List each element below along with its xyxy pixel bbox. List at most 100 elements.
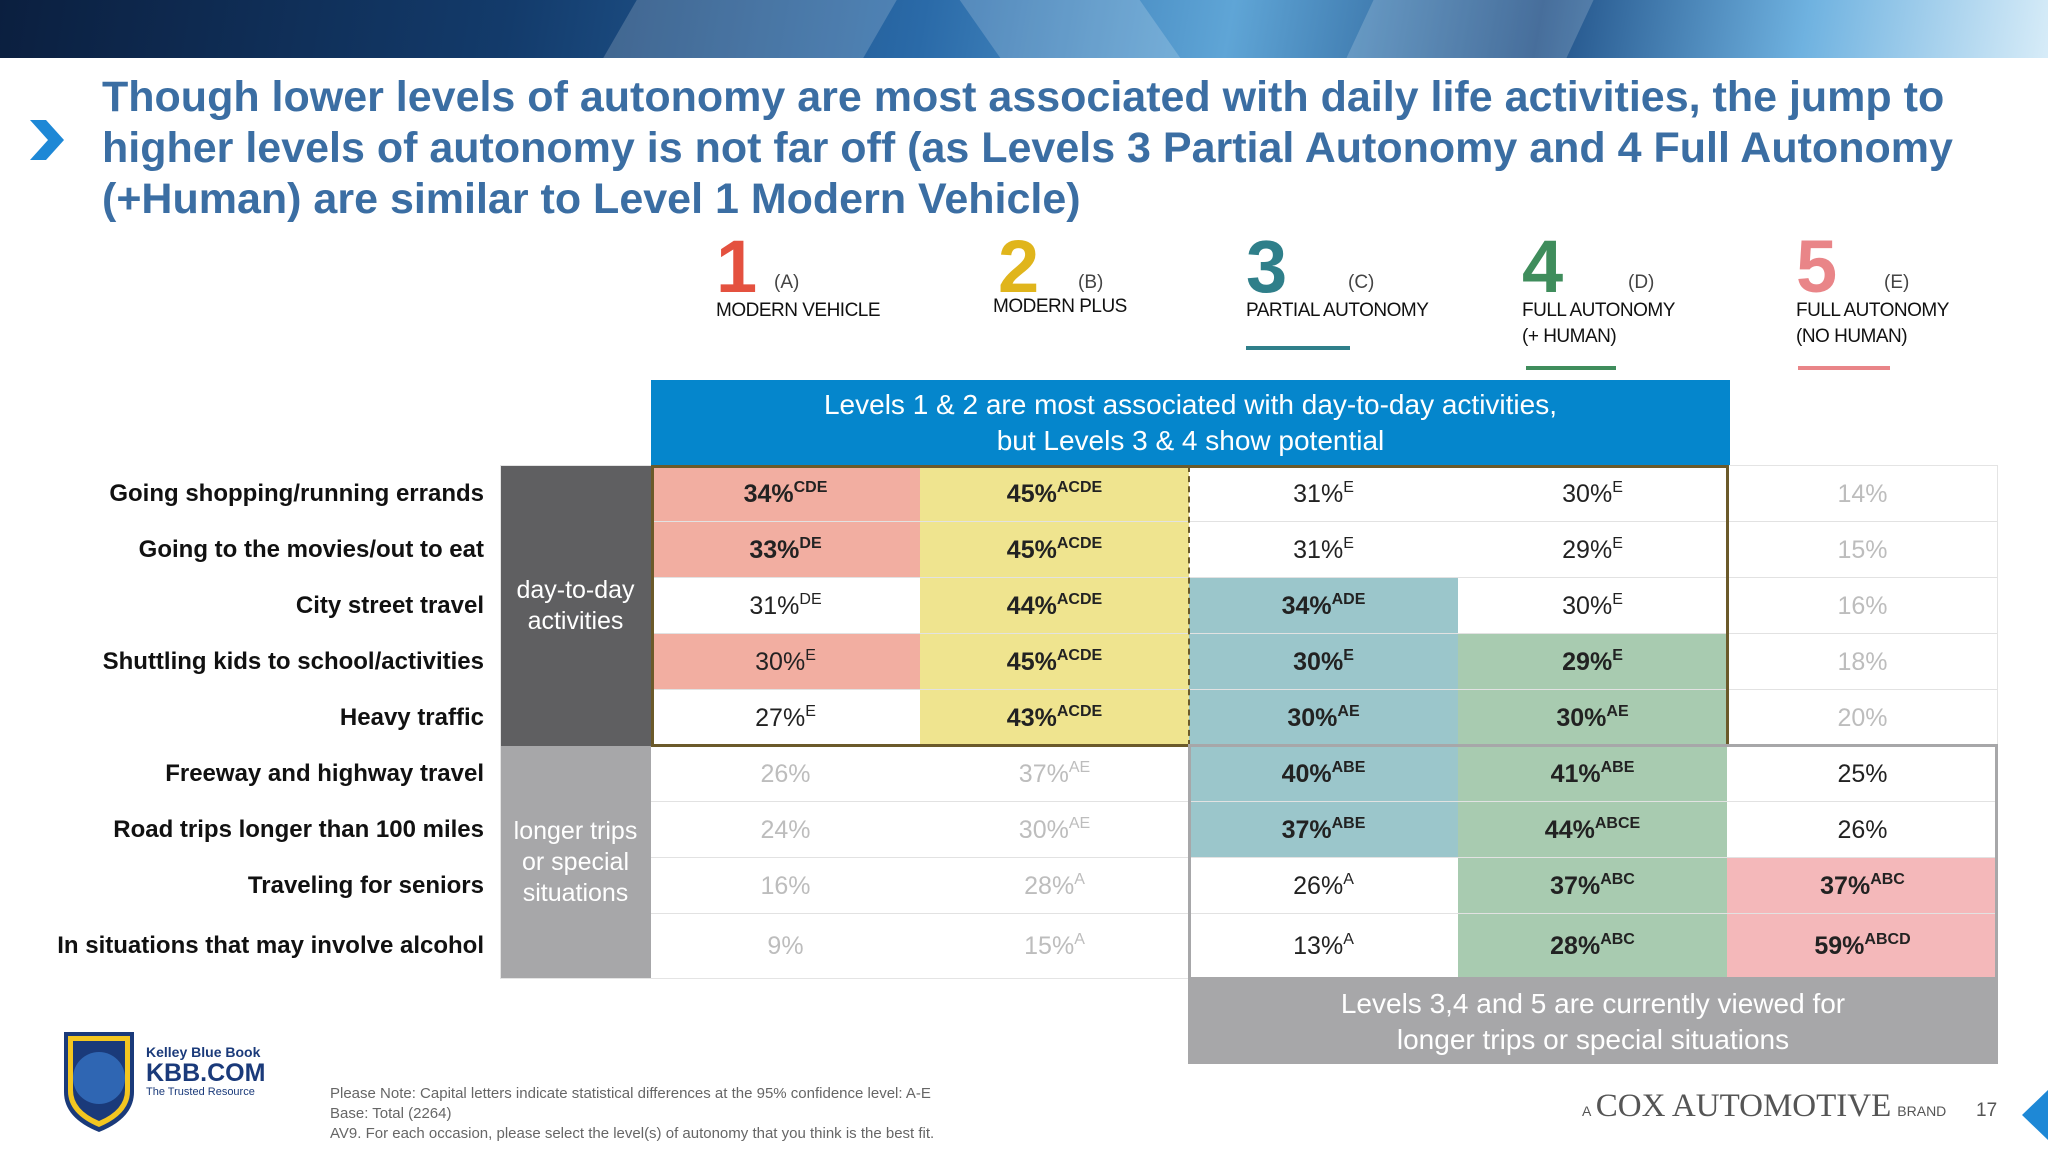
cell-significance: AE	[1337, 703, 1360, 720]
level-name: PARTIAL AUTONOMY	[1246, 300, 1429, 321]
table-cell: 13% A	[1189, 914, 1458, 978]
cell-significance: ABC	[1600, 931, 1635, 948]
cell-value: 30%	[1018, 815, 1069, 844]
table-cell: 16%	[1727, 578, 1998, 634]
kbb-brand-text: Kelley Blue Book KBB.COM The Trusted Res…	[146, 1044, 265, 1098]
cell-significance: DE	[799, 535, 822, 552]
cell-significance: ACDE	[1056, 647, 1103, 664]
cell-value: 37%	[1018, 759, 1069, 788]
cell-significance: E	[805, 647, 816, 664]
level-number: 4	[1522, 225, 1564, 308]
table-cell: 41% ABE	[1458, 746, 1727, 802]
row-label: Going to the movies/out to eat	[138, 536, 484, 563]
cell-significance: E	[1612, 535, 1623, 552]
level-underline	[1798, 366, 1890, 370]
level-number: 3	[1246, 225, 1288, 308]
row-label: Heavy traffic	[339, 704, 484, 731]
cell-significance: AE	[1606, 703, 1629, 720]
cell-value: 16%	[1837, 591, 1888, 620]
row-divider	[651, 577, 1998, 578]
kbb-url: KBB.COM	[146, 1059, 266, 1087]
table-cell: 33% DE	[651, 522, 920, 578]
cell-value: 41%	[1550, 759, 1601, 788]
cell-significance: E	[805, 703, 816, 720]
table-cell: 31% DE	[651, 578, 920, 634]
cell-significance: E	[1612, 591, 1623, 608]
cell-value: 24%	[760, 815, 811, 844]
table-cell: 44% ABCE	[1458, 802, 1727, 858]
cell-significance: E	[1343, 535, 1354, 552]
table-cell: 18%	[1727, 634, 1998, 690]
table-cell: 27% E	[651, 690, 920, 746]
table-cell: 30% E	[1189, 634, 1458, 690]
cell-value: 45%	[1006, 479, 1057, 508]
table-cell: 40% ABE	[1189, 746, 1458, 802]
cell-value: 25%	[1837, 759, 1888, 788]
cell-value: 15%	[1837, 535, 1888, 564]
table-cell: 30% E	[1458, 578, 1727, 634]
cell-value: 18%	[1837, 647, 1888, 676]
table-cell: 24%	[651, 802, 920, 858]
level-letter: (E)	[1884, 272, 1910, 293]
dashed-divider	[1188, 466, 1190, 746]
table-cell: 45% ACDE	[920, 466, 1189, 522]
table-cell: 25%	[1727, 746, 1998, 802]
table-cell: 34% CDE	[651, 466, 920, 522]
table-cell: 44% ACDE	[920, 578, 1189, 634]
chevron-right-icon	[30, 120, 64, 160]
cell-value: 27%	[755, 703, 806, 732]
cell-value: 31%	[1293, 479, 1344, 508]
table-cell: 14%	[1727, 466, 1998, 522]
cell-significance: CDE	[793, 479, 828, 496]
level-underline	[1526, 366, 1616, 370]
table-cell: 9%	[651, 914, 920, 978]
table-cell: 37% AE	[920, 746, 1189, 802]
day-to-day-highlight-box	[651, 465, 1729, 747]
row-divider	[651, 689, 1998, 690]
cell-value: 28%	[1024, 871, 1075, 900]
row-label: City street travel	[295, 592, 484, 619]
table-cell: 30% AE	[920, 802, 1189, 858]
row-label: Traveling for seniors	[247, 872, 484, 899]
cell-value: 26%	[1837, 815, 1888, 844]
cell-significance: E	[1343, 647, 1354, 664]
level-letter: (B)	[1078, 272, 1104, 293]
cell-significance: ABCD	[1864, 931, 1911, 948]
cell-significance: A	[1074, 871, 1085, 888]
cell-value: 14%	[1837, 479, 1888, 508]
longer-trips-banner-text: Levels 3,4 and 5 are currently viewed fo…	[1340, 988, 1846, 1055]
level-number: 1	[716, 225, 758, 308]
cell-value: 34%	[743, 479, 794, 508]
row-label: Freeway and highway travel	[165, 760, 484, 787]
table-cell: 16%	[651, 858, 920, 914]
cell-value: 45%	[1006, 535, 1057, 564]
cell-value: 28%	[1550, 931, 1601, 960]
cell-value: 37%	[1550, 871, 1601, 900]
cell-value: 9%	[767, 931, 804, 960]
cell-value: 13%	[1293, 931, 1344, 960]
kbb-badge-logo	[64, 1032, 134, 1132]
page-title: Though lower levels of autonomy are most…	[102, 73, 1953, 223]
cell-value: 29%	[1562, 535, 1613, 564]
cell-value: 15%	[1024, 931, 1075, 960]
row-divider	[651, 857, 1998, 858]
cell-value: 30%	[1562, 479, 1613, 508]
table-cell: 30% AE	[1458, 690, 1727, 746]
cell-value: 43%	[1006, 703, 1057, 732]
cox-name: COX AUTOMOTIVE	[1595, 1088, 1892, 1124]
longer-trips-banner: Levels 3,4 and 5 are currently viewed fo…	[1188, 980, 1998, 1064]
day-to-day-banner: Levels 1 & 2 are most associated with da…	[651, 380, 1730, 466]
cell-significance: ABC	[1870, 871, 1905, 888]
row-label: Road trips longer than 100 miles	[113, 816, 484, 843]
day-to-day-banner-text: Levels 1 & 2 are most associated with da…	[823, 389, 1557, 456]
cell-value: 30%	[1556, 703, 1607, 732]
cell-value: 45%	[1006, 647, 1057, 676]
cell-value: 29%	[1562, 647, 1613, 676]
cell-value: 44%	[1006, 591, 1057, 620]
footnote-line: Please Note: Capital letters indicate st…	[330, 1085, 931, 1102]
table-cell: 31% E	[1189, 522, 1458, 578]
table-cell: 34% ADE	[1189, 578, 1458, 634]
cell-significance: ACDE	[1056, 535, 1103, 552]
cell-significance: ABE	[1331, 759, 1366, 776]
cell-significance: E	[1343, 479, 1354, 496]
